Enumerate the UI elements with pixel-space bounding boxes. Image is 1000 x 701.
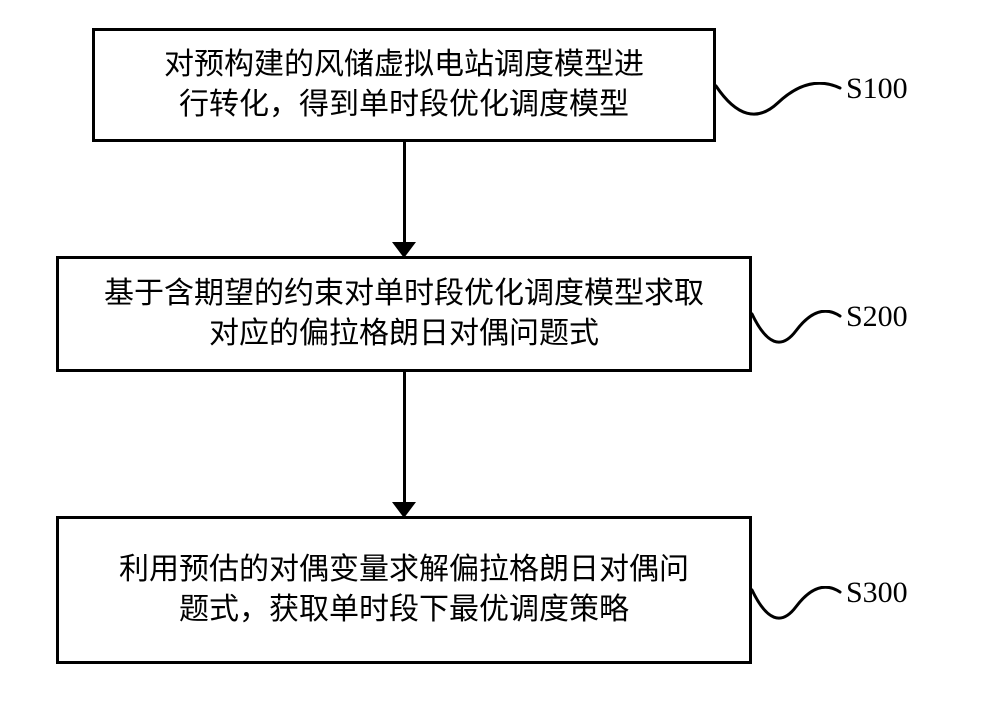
connector-curve-s200 — [748, 310, 844, 364]
arrow-head-2 — [392, 502, 416, 518]
connector-curve-s300 — [748, 586, 844, 640]
node-text: 基于含期望的约束对单时段优化调度模型求取 对应的偏拉格朗日对偶问题式 — [104, 274, 704, 355]
node-text: 对预构建的风储虚拟电站调度模型进 行转化，得到单时段优化调度模型 — [164, 45, 644, 126]
arrow-line-2 — [403, 372, 406, 504]
flowchart-canvas: 对预构建的风储虚拟电站调度模型进 行转化，得到单时段优化调度模型 S100 基于含期… — [0, 0, 1000, 701]
step-label-s200: S200 — [846, 300, 908, 334]
flowchart-node-s100: 对预构建的风储虚拟电站调度模型进 行转化，得到单时段优化调度模型 — [92, 28, 716, 142]
flowchart-node-s300: 利用预估的对偶变量求解偏拉格朗日对偶问 题式，获取单时段下最优调度策略 — [56, 516, 752, 664]
step-label-s100: S100 — [846, 72, 908, 106]
arrow-head-1 — [392, 242, 416, 258]
connector-curve-s100 — [712, 82, 844, 136]
step-label-s300: S300 — [846, 576, 908, 610]
flowchart-node-s200: 基于含期望的约束对单时段优化调度模型求取 对应的偏拉格朗日对偶问题式 — [56, 256, 752, 372]
arrow-line-1 — [403, 142, 406, 244]
node-text: 利用预估的对偶变量求解偏拉格朗日对偶问 题式，获取单时段下最优调度策略 — [119, 550, 689, 631]
